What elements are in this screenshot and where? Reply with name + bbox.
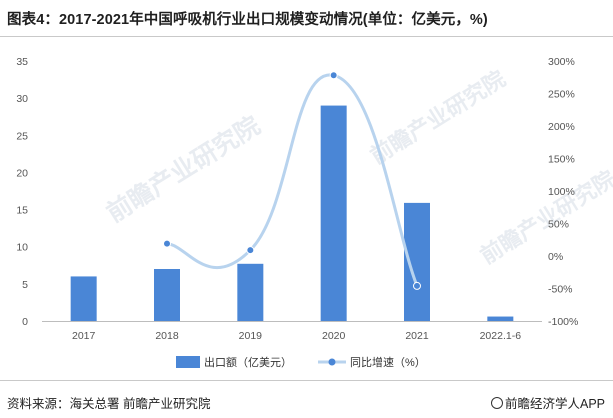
growth-line: [165, 73, 419, 288]
legend-bar-swatch: [176, 356, 200, 368]
legend-bar-label: 出口额（亿美元）: [204, 355, 292, 369]
bar: [237, 263, 264, 321]
brand-text: 前瞻经济学人APP: [504, 397, 605, 411]
title-divider: [0, 36, 613, 37]
y-left-tick-label: 35: [16, 56, 28, 68]
chart-title: 图表4：2017-2021年中国呼吸机行业出口规模变动情况(单位：亿美元，%): [7, 12, 488, 28]
y-right-tick-label: -50%: [548, 284, 573, 296]
x-tick-label: 2020: [322, 330, 346, 342]
bar: [320, 105, 347, 321]
x-tick-label: 2022.1-6: [480, 330, 522, 342]
y-right-tick-label: 50%: [548, 219, 569, 231]
y-left-tick-label: 30: [16, 93, 28, 105]
bar: [154, 269, 180, 321]
legend-line-marker: [328, 358, 336, 366]
chart: 0 5 10 15 20 25 30 35 -100% -50% 0% 50% 100% 150% 200%…: [16, 56, 578, 369]
brand-icon: [490, 397, 503, 409]
source-note: 资料来源：海关总署 前瞻产业研究院: [7, 397, 211, 411]
y-right-tick-label: 200%: [548, 121, 575, 133]
y-left-tick-label: 20: [16, 167, 28, 179]
growth-point: [329, 71, 338, 80]
x-tick-label: 2021: [405, 330, 429, 342]
x-tick-label: 2017: [72, 330, 96, 342]
brand-label: 前瞻经济学人APP: [490, 393, 605, 412]
growth-point: [413, 281, 421, 290]
growth-point: [246, 246, 255, 255]
bar: [487, 316, 514, 321]
y-right-tick-label: 300%: [548, 56, 575, 68]
y-left-tick-label: 15: [16, 205, 28, 217]
y-left-tick-label: 0: [22, 316, 28, 328]
growth-point: [163, 239, 171, 248]
y-right-tick-label: 150%: [548, 154, 575, 166]
y-right-tick-label: 250%: [548, 89, 575, 101]
footer: 资料来源：海关总署 前瞻产业研究院 前瞻经济学人APP: [0, 380, 613, 418]
y-left-tick-label: 25: [16, 130, 28, 142]
y-left-tick-label: 5: [22, 279, 28, 291]
y-right-tick-label: 0%: [548, 251, 563, 263]
x-tick-label: 2018: [155, 330, 179, 342]
legend-line-label: 同比增速（%）: [350, 355, 426, 369]
y-right-tick-label: -100%: [548, 316, 578, 328]
x-tick-label: 2019: [239, 330, 263, 342]
y-left-tick-label: 10: [16, 242, 28, 254]
y-right-tick-label: 100%: [548, 186, 575, 198]
footer-divider: [0, 380, 613, 381]
bar: [70, 276, 97, 321]
